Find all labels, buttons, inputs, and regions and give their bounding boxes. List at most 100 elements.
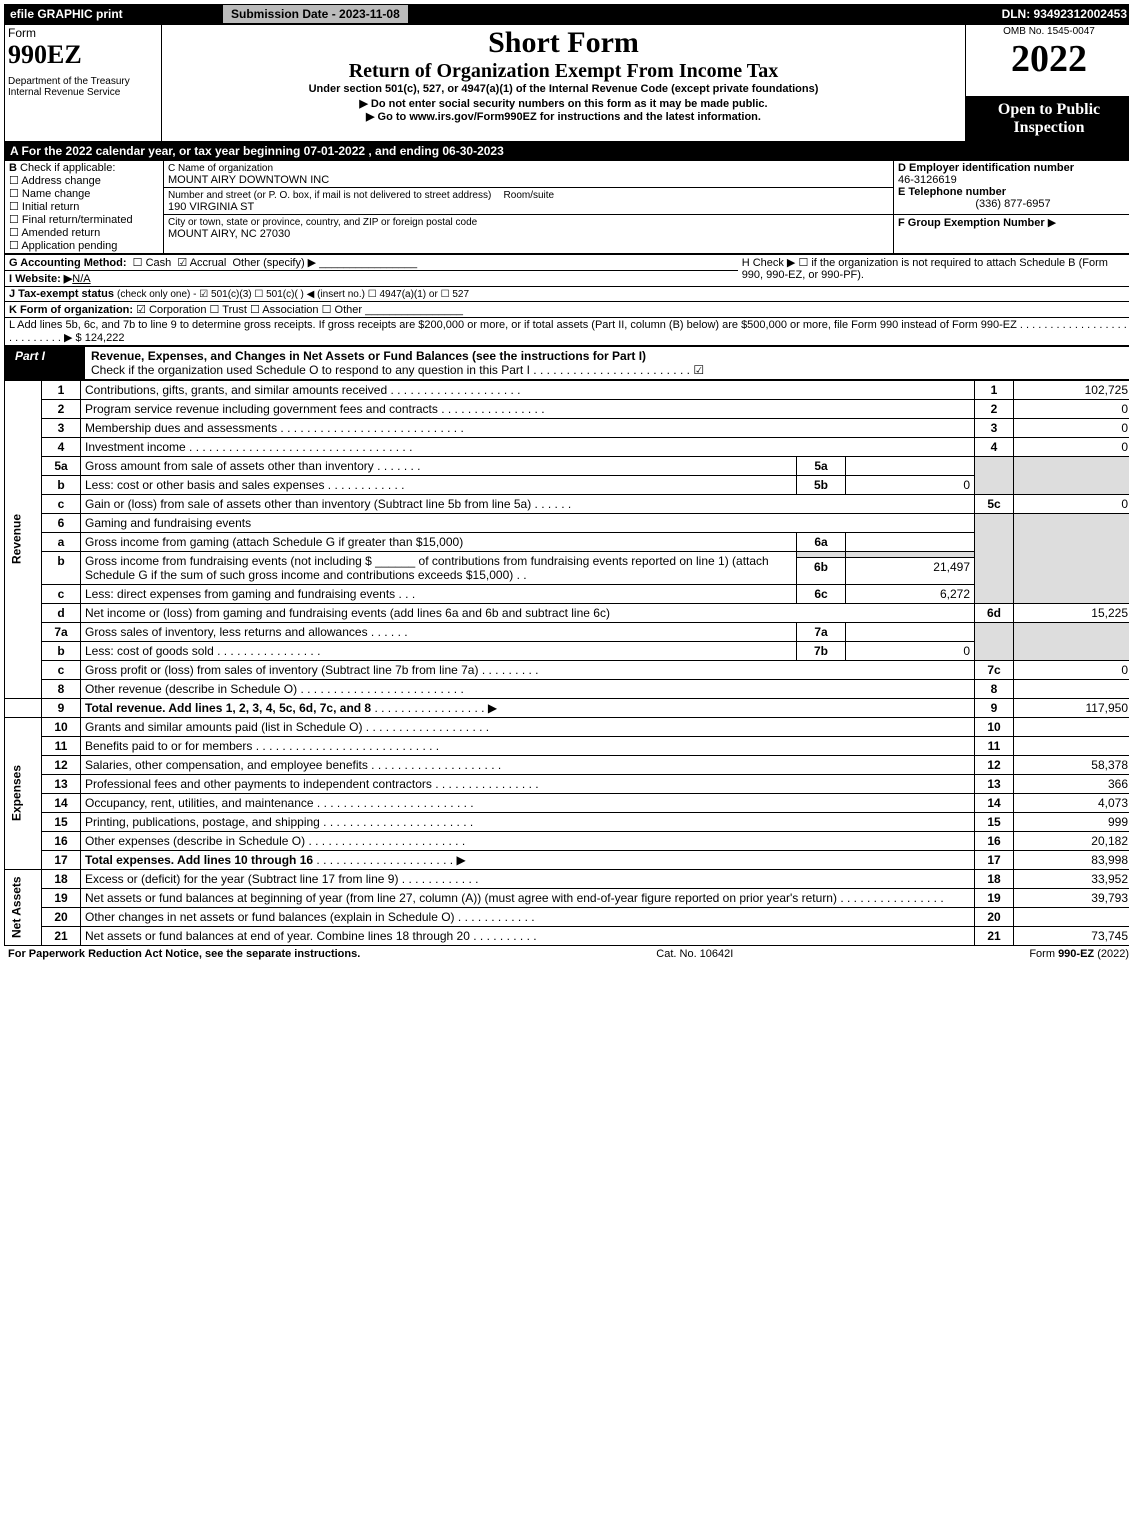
line-18-value: 33,952	[1014, 869, 1129, 888]
grey-6b1	[797, 551, 846, 558]
b-text: Check if applicable:	[20, 162, 115, 174]
b-opt-1[interactable]: ☐ Name change	[9, 188, 90, 200]
g-cash[interactable]: Cash	[146, 257, 172, 269]
line-6d-value: 15,225	[1014, 603, 1129, 622]
part1-title: Revenue, Expenses, and Changes in Net As…	[91, 349, 646, 363]
dept-label: Department of the Treasury	[8, 76, 158, 87]
line-18-box: 18	[975, 869, 1014, 888]
line-21-text: Net assets or fund balances at end of ye…	[81, 926, 975, 945]
line-12-box: 12	[975, 755, 1014, 774]
line-18-text: Excess or (deficit) for the year (Subtra…	[81, 869, 975, 888]
line-5a-subbox: 5a	[797, 456, 846, 475]
line-6a-no: a	[42, 532, 81, 551]
website-value: N/A	[72, 273, 90, 285]
line-8-no: 8	[42, 679, 81, 698]
line-7a-subval	[846, 622, 975, 641]
org-address: 190 VIRGINIA ST	[168, 201, 254, 213]
line-6b-no: b	[42, 551, 81, 584]
line-17-box: 17	[975, 850, 1014, 869]
line-6-text: Gaming and fundraising events	[81, 513, 975, 532]
line-10-no: 10	[42, 717, 81, 736]
grey-5	[975, 456, 1014, 494]
line-14-no: 14	[42, 793, 81, 812]
b-opt-0[interactable]: ☐ Address change	[9, 175, 101, 187]
g-accrual[interactable]: Accrual	[190, 257, 227, 269]
line-5c-no: c	[42, 494, 81, 513]
line-11-text: Benefits paid to or for members . . . . …	[81, 736, 975, 755]
line-13-value: 366	[1014, 774, 1129, 793]
part1-table: Revenue 1 Contributions, gifts, grants, …	[4, 380, 1129, 946]
goto-link[interactable]: ▶ Go to www.irs.gov/Form990EZ for instru…	[165, 110, 962, 123]
part1-check[interactable]: ☑	[693, 363, 704, 377]
line-18-no: 18	[42, 869, 81, 888]
b-opt-5[interactable]: ☐ Application pending	[9, 240, 117, 252]
short-form-title: Short Form	[165, 26, 962, 60]
line-2-no: 2	[42, 399, 81, 418]
part1-sub: Check if the organization used Schedule …	[91, 363, 530, 377]
line-2-text: Program service revenue including govern…	[81, 399, 975, 418]
line-4-no: 4	[42, 437, 81, 456]
line-9-box: 9	[975, 698, 1014, 717]
line-17-no: 17	[42, 850, 81, 869]
open-public-badge: Open to Public Inspection	[966, 96, 1129, 141]
line-3-box: 3	[975, 418, 1014, 437]
line-7c-text: Gross profit or (loss) from sales of inv…	[81, 660, 975, 679]
line-5c-value: 0	[1014, 494, 1129, 513]
line-10-value	[1014, 717, 1129, 736]
line-6b-subbox: 6b	[797, 558, 846, 584]
form-label: Form	[8, 26, 158, 40]
j-text: (check only one) - ☑ 501(c)(3) ☐ 501(c)(…	[117, 289, 469, 300]
b-label: B	[9, 162, 17, 174]
line-13-box: 13	[975, 774, 1014, 793]
b-opt-4[interactable]: ☐ Amended return	[9, 227, 100, 239]
line-20-value	[1014, 907, 1129, 926]
efile-link[interactable]: efile GRAPHIC print	[10, 7, 123, 21]
submission-date-button[interactable]: Submission Date - 2023-11-08	[222, 4, 409, 24]
line-16-text: Other expenses (describe in Schedule O) …	[81, 831, 975, 850]
line-5b-no: b	[42, 475, 81, 494]
line-3-text: Membership dues and assessments . . . . …	[81, 418, 975, 437]
f-arrow: ▶	[1048, 217, 1056, 229]
d-label: D Employer identification number	[898, 162, 1074, 174]
omb-label: OMB No. 1545-0047	[969, 26, 1129, 37]
k-text: ☑ Corporation ☐ Trust ☐ Association ☐ Ot…	[136, 304, 362, 316]
line-5b-subval: 0	[846, 475, 975, 494]
line-6b-subval: 21,497	[846, 558, 975, 584]
line-7c-value: 0	[1014, 660, 1129, 679]
line-7a-subbox: 7a	[797, 622, 846, 641]
expenses-section-label: Expenses	[5, 717, 42, 869]
line-20-text: Other changes in net assets or fund bala…	[81, 907, 975, 926]
line-9-no: 9	[42, 698, 81, 717]
netassets-section-label: Net Assets	[5, 869, 42, 945]
line-11-no: 11	[42, 736, 81, 755]
form-header: Form 990EZ Department of the Treasury In…	[4, 24, 1129, 142]
line-11-value	[1014, 736, 1129, 755]
e-label: E Telephone number	[898, 186, 1006, 198]
main-title: Return of Organization Exempt From Incom…	[165, 60, 962, 83]
revenue-section-label: Revenue	[5, 380, 42, 698]
l-amount: ▶ $ 124,222	[64, 332, 124, 344]
line-7c-no: c	[42, 660, 81, 679]
ssn-warning: ▶ Do not enter social security numbers o…	[165, 97, 962, 110]
line-19-value: 39,793	[1014, 888, 1129, 907]
c-name-label: C Name of organization	[168, 163, 273, 174]
line-12-value: 58,378	[1014, 755, 1129, 774]
line-7a-no: 7a	[42, 622, 81, 641]
line-13-text: Professional fees and other payments to …	[81, 774, 975, 793]
irs-label: Internal Revenue Service	[8, 87, 158, 98]
g-other[interactable]: Other (specify) ▶	[233, 257, 317, 269]
line-1-value: 102,725	[1014, 380, 1129, 399]
line-15-value: 999	[1014, 812, 1129, 831]
b-opt-3[interactable]: ☐ Final return/terminated	[9, 214, 133, 226]
c-addr-label: Number and street (or P. O. box, if mail…	[168, 190, 491, 201]
line-19-no: 19	[42, 888, 81, 907]
top-bar: efile GRAPHIC print Submission Date - 20…	[4, 4, 1129, 24]
dln-label: DLN: 93492312002453	[548, 4, 1129, 24]
i-label: I Website: ▶	[9, 273, 72, 285]
line-4-value: 0	[1014, 437, 1129, 456]
line-4-box: 4	[975, 437, 1014, 456]
room-label: Room/suite	[504, 190, 555, 201]
line-6a-text: Gross income from gaming (attach Schedul…	[81, 532, 797, 551]
line-17-text: Total expenses. Add lines 10 through 16 …	[81, 850, 975, 869]
b-opt-2[interactable]: ☐ Initial return	[9, 201, 79, 213]
